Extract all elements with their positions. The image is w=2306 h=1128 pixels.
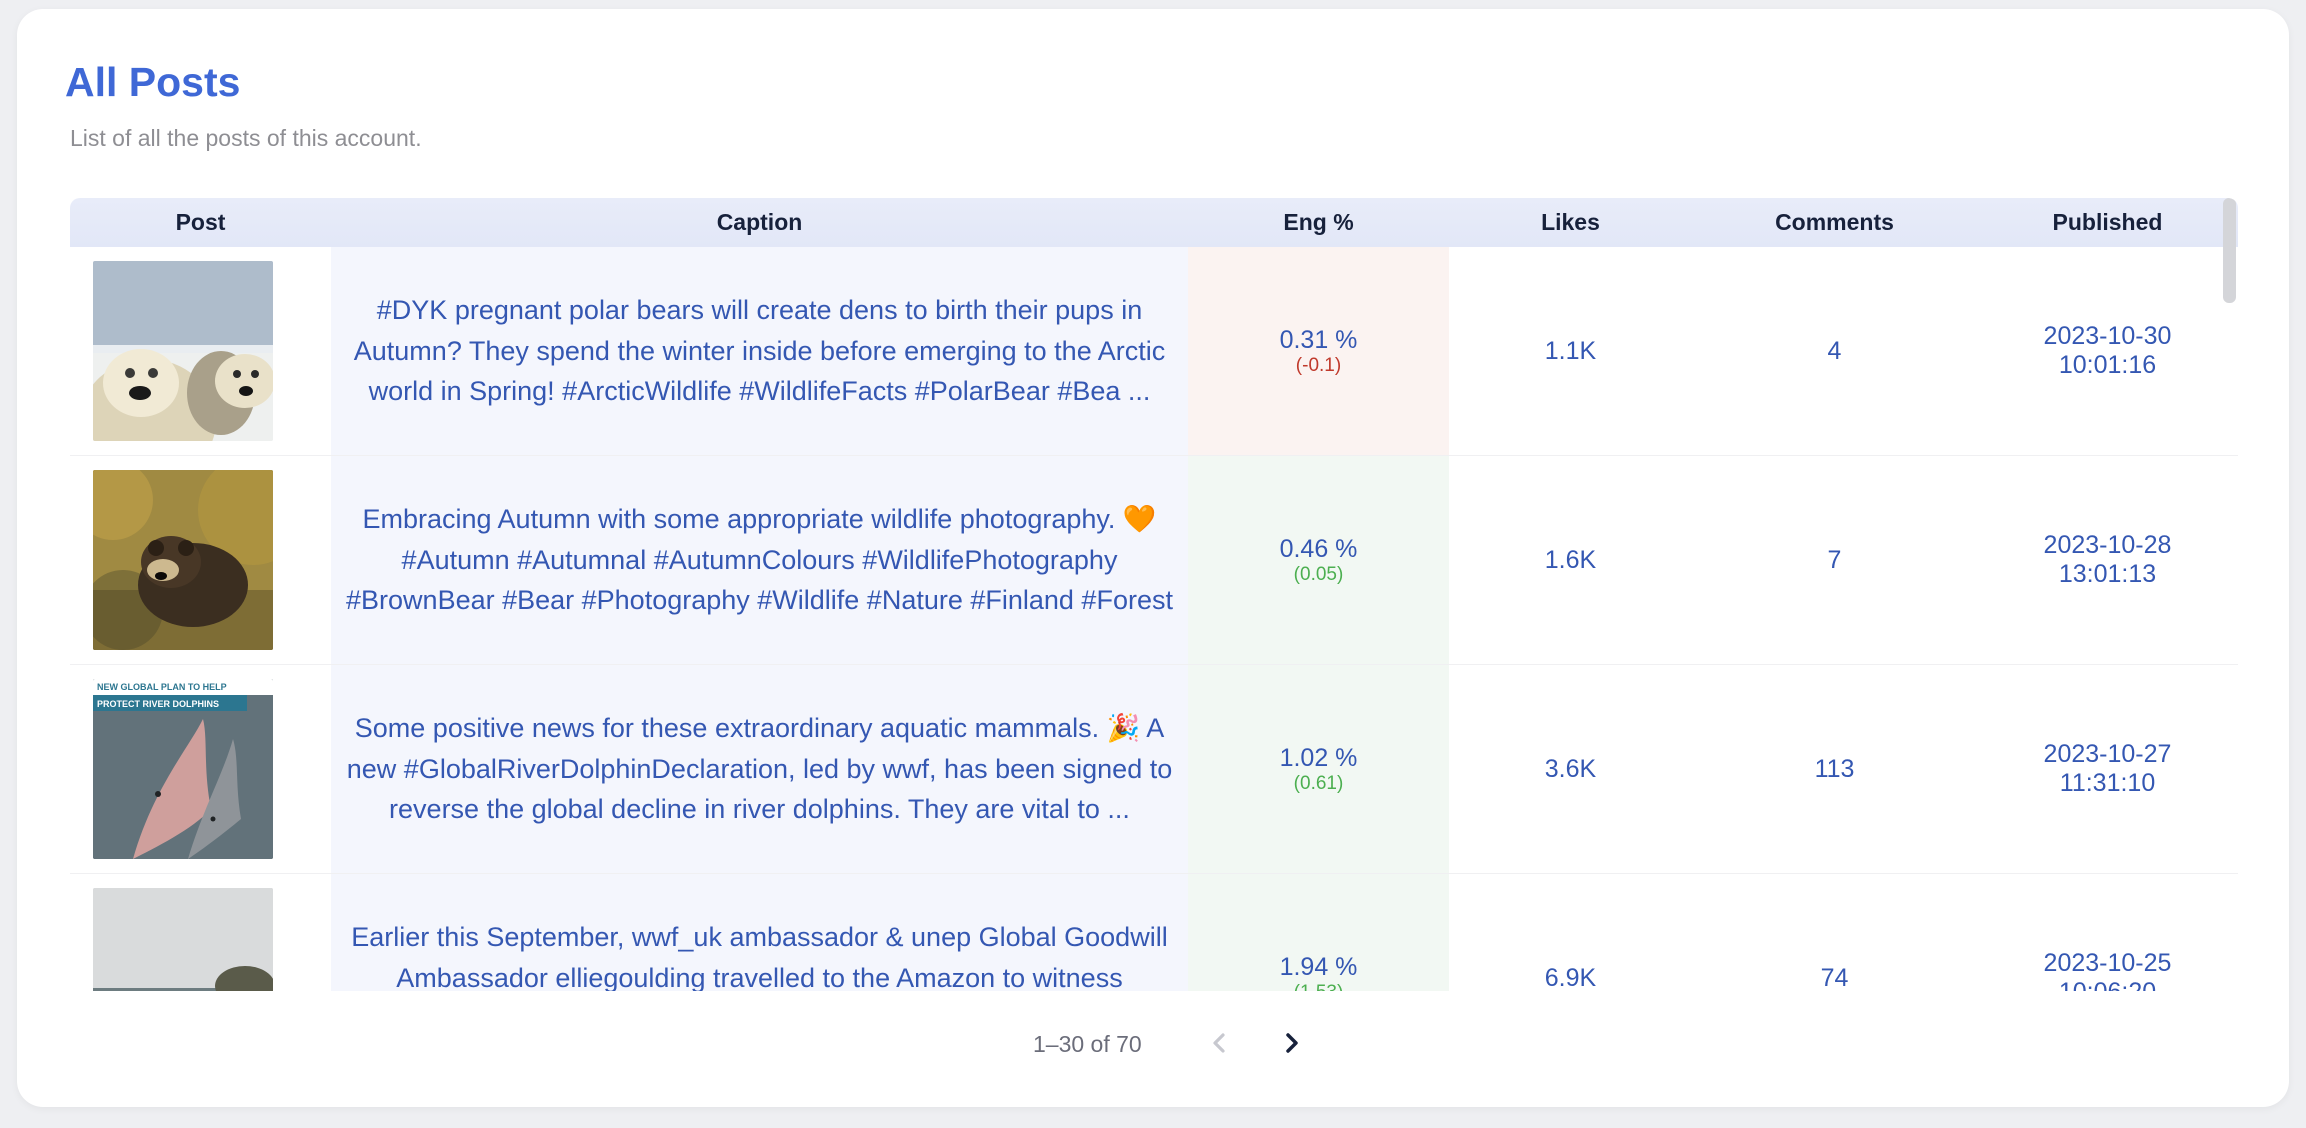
svg-text:NEW GLOBAL PLAN TO HELP: NEW GLOBAL PLAN TO HELP [97,682,227,692]
svg-text:PROTECT RIVER DOLPHINS: PROTECT RIVER DOLPHINS [97,699,219,709]
